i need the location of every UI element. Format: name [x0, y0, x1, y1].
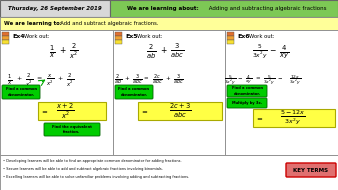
Text: Add and subtract algebraic fractions.: Add and subtract algebraic fractions.	[57, 21, 159, 26]
Text: $=$: $=$	[140, 108, 148, 114]
Bar	[115, 36, 122, 40]
FancyBboxPatch shape	[286, 163, 336, 177]
Text: $=$: $=$	[255, 115, 264, 121]
Text: Work out:: Work out:	[137, 33, 163, 39]
Text: $\frac{5}{3x^2y}$: $\frac{5}{3x^2y}$	[263, 73, 275, 87]
Text: $\frac{12x}{3x^2y}$: $\frac{12x}{3x^2y}$	[289, 73, 301, 87]
Text: $+$: $+$	[165, 74, 171, 82]
Bar	[115, 40, 122, 44]
Text: $\frac{4}{xy}$: $\frac{4}{xy}$	[245, 74, 253, 86]
Text: • Secure learners will be able to add and subtract algebraic fractions involving: • Secure learners will be able to add an…	[3, 167, 163, 171]
Text: Ex5: Ex5	[125, 33, 138, 39]
Text: $\frac{2}{x^2}$: $\frac{2}{x^2}$	[69, 41, 79, 61]
Bar	[253, 109, 335, 127]
Text: $\frac{1}{x}$: $\frac{1}{x}$	[7, 73, 13, 87]
Bar	[138, 102, 222, 120]
Bar	[2, 40, 9, 44]
Text: $\frac{2}{ab}$: $\frac{2}{ab}$	[114, 73, 122, 87]
Text: Ex4: Ex4	[12, 33, 25, 39]
FancyBboxPatch shape	[44, 123, 100, 136]
Text: We are learning about:: We are learning about:	[127, 6, 199, 11]
Text: $\frac{2}{ab}$: $\frac{2}{ab}$	[146, 43, 156, 61]
Text: $\frac{2c}{abc}$: $\frac{2c}{abc}$	[152, 73, 162, 87]
Bar	[113, 30, 225, 155]
Text: $=$: $=$	[40, 108, 48, 114]
Text: $+$: $+$	[57, 74, 63, 82]
Text: $+$: $+$	[124, 74, 130, 82]
Text: $=$: $=$	[35, 75, 43, 81]
Text: • Excelling learners will be able to solve unfamiliar problems involving adding : • Excelling learners will be able to sol…	[3, 175, 189, 179]
Text: $=$: $=$	[142, 75, 149, 81]
Text: $\frac{2}{x^2}$: $\frac{2}{x^2}$	[66, 71, 74, 89]
Text: KEY TERMS: KEY TERMS	[293, 168, 329, 173]
Text: Find a common
denominator.: Find a common denominator.	[5, 87, 37, 97]
Bar	[2, 36, 9, 40]
Text: Work out:: Work out:	[249, 33, 274, 39]
Bar	[225, 30, 338, 155]
Text: $\frac{5}{3x^2y}$: $\frac{5}{3x^2y}$	[252, 42, 268, 60]
Text: Multiply by 3x.: Multiply by 3x.	[232, 101, 262, 105]
Text: Thursday, 26 September 2019: Thursday, 26 September 2019	[8, 6, 102, 11]
Bar	[227, 40, 234, 44]
Text: Work out:: Work out:	[24, 33, 49, 39]
Bar	[227, 36, 234, 40]
Text: $-$: $-$	[277, 75, 283, 81]
Text: Find the equivalent
fraction.: Find the equivalent fraction.	[52, 125, 92, 134]
Text: $\frac{5}{3x^2y}$: $\frac{5}{3x^2y}$	[224, 73, 236, 87]
Text: $\frac{1}{x}$: $\frac{1}{x}$	[49, 44, 55, 60]
Text: $\frac{3}{abc}$: $\frac{3}{abc}$	[173, 73, 184, 87]
Bar	[227, 32, 234, 36]
Text: $+$: $+$	[59, 45, 67, 55]
Bar	[110, 0, 338, 17]
Bar	[115, 32, 122, 36]
Bar	[0, 17, 338, 30]
Text: $\frac{3}{abc}$: $\frac{3}{abc}$	[170, 42, 184, 60]
Text: • Developing learners will be able to find an appropriate common denominator for: • Developing learners will be able to fi…	[3, 159, 182, 163]
Text: $+$: $+$	[160, 45, 168, 55]
Text: $\frac{2c+3}{abc}$: $\frac{2c+3}{abc}$	[169, 102, 191, 120]
Text: $\frac{3}{abc}$: $\frac{3}{abc}$	[131, 73, 142, 87]
Text: $\frac{x+2}{x^2}$: $\frac{x+2}{x^2}$	[55, 101, 74, 121]
FancyBboxPatch shape	[115, 85, 153, 99]
FancyBboxPatch shape	[227, 98, 267, 108]
Text: Ex6: Ex6	[237, 33, 250, 39]
Text: $\frac{5-12x}{3x^2y}$: $\frac{5-12x}{3x^2y}$	[280, 109, 306, 127]
FancyBboxPatch shape	[2, 85, 40, 99]
Bar	[2, 32, 9, 36]
Text: $+$: $+$	[16, 74, 22, 82]
Text: Find a common
denominator.: Find a common denominator.	[232, 86, 263, 96]
Text: $\frac{4}{xy}$: $\frac{4}{xy}$	[279, 43, 289, 61]
Text: Adding and subtracting algebraic fractions: Adding and subtracting algebraic fractio…	[207, 6, 327, 11]
Text: $-$: $-$	[237, 75, 243, 81]
Text: We are learning to:: We are learning to:	[4, 21, 62, 26]
FancyBboxPatch shape	[227, 85, 267, 97]
Text: $-$: $-$	[269, 44, 277, 54]
Bar	[0, 0, 110, 17]
Text: Find a common
denominator.: Find a common denominator.	[119, 87, 149, 97]
Text: $\frac{x}{x^2}$: $\frac{x}{x^2}$	[46, 72, 54, 88]
Bar	[0, 155, 338, 190]
Text: $\frac{2}{x^2}$: $\frac{2}{x^2}$	[25, 71, 33, 89]
Text: $=$: $=$	[255, 75, 262, 81]
Bar	[0, 30, 113, 155]
Bar	[38, 102, 106, 120]
